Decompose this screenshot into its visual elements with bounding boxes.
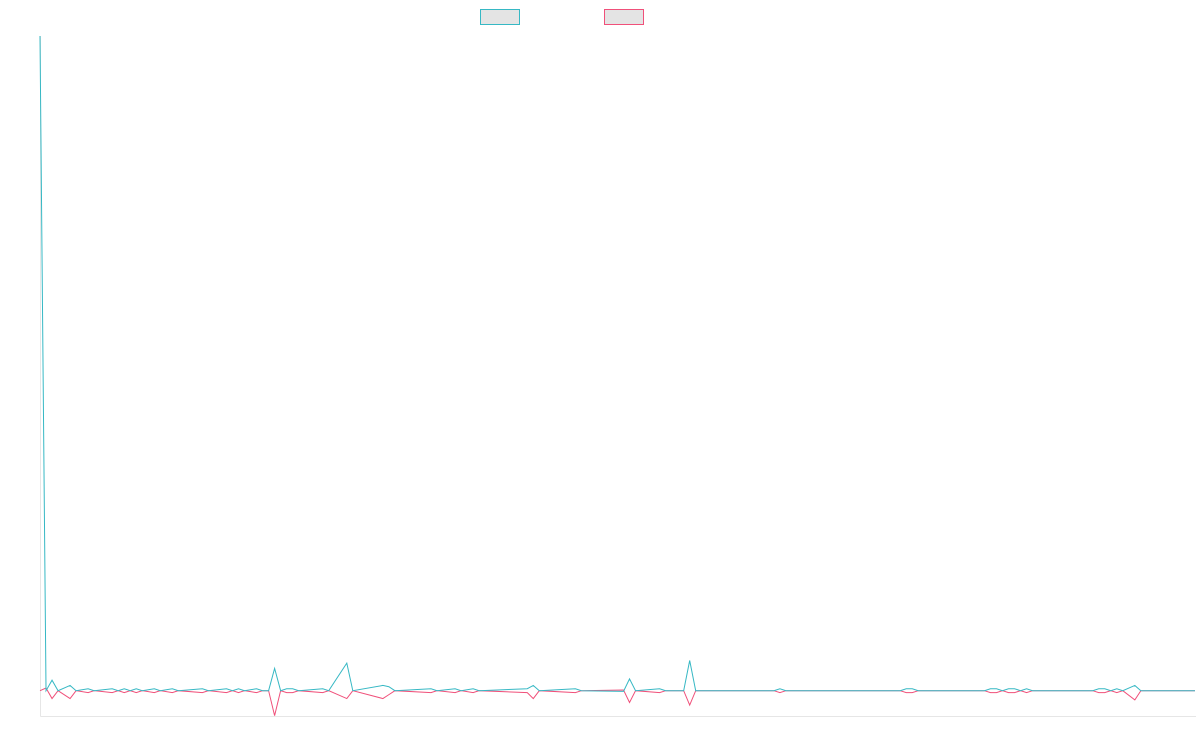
axes: [40, 36, 1196, 717]
series-line-1: [39, 35, 1195, 693]
series-line-2: [39, 687, 1195, 716]
legend-swatch-1[interactable]: [480, 9, 520, 25]
legend-swatch-2[interactable]: [604, 9, 644, 25]
series-layer: [39, 35, 1195, 716]
